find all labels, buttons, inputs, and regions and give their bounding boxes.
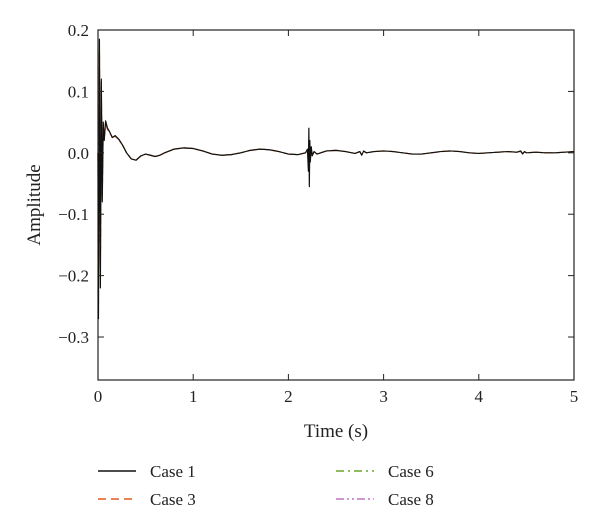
y-tick-label: 0.0 xyxy=(68,144,89,163)
y-tick-label: 0.2 xyxy=(68,21,89,40)
x-tick-label: 1 xyxy=(189,387,198,406)
plot-frame xyxy=(97,29,575,381)
series-layer xyxy=(97,38,575,320)
y-axis-title: Amplitude xyxy=(24,164,45,245)
legend-label-case-1: Case 1 xyxy=(150,462,196,481)
x-tick-label: 0 xyxy=(94,387,103,406)
series-line-case-6 xyxy=(97,47,575,289)
ticks-layer: 0 1 2 3 4 5 0.2 0.1 0.0 −0.1 −0.2 −0.3 xyxy=(58,21,578,406)
y-tick-label: −0.3 xyxy=(58,328,89,347)
legend-item-case-8: Case 8 xyxy=(336,490,434,509)
y-tick-label: 0.1 xyxy=(68,82,89,101)
legend-item-case-3: Case 3 xyxy=(98,490,196,509)
legend-label-case-6: Case 6 xyxy=(388,462,434,481)
y-tick-label: −0.2 xyxy=(58,267,89,286)
legend-label-case-3: Case 3 xyxy=(150,490,196,509)
series-line-case-1 xyxy=(97,38,575,320)
legend-item-case-1: Case 1 xyxy=(98,462,196,481)
legend-label-case-8: Case 8 xyxy=(388,490,434,509)
x-tick-label: 5 xyxy=(570,387,579,406)
legend: Case 1 Case 3 Case 6 Case 8 xyxy=(98,462,434,509)
x-tick-label: 3 xyxy=(379,387,388,406)
x-tick-label: 2 xyxy=(284,387,293,406)
legend-item-case-6: Case 6 xyxy=(336,462,434,481)
x-axis-title: Time (s) xyxy=(304,421,368,442)
series-line-case-8 xyxy=(97,53,575,264)
x-tick-label: 4 xyxy=(475,387,484,406)
y-tick-label: −0.1 xyxy=(58,205,89,224)
series-line-case-3 xyxy=(97,50,575,277)
